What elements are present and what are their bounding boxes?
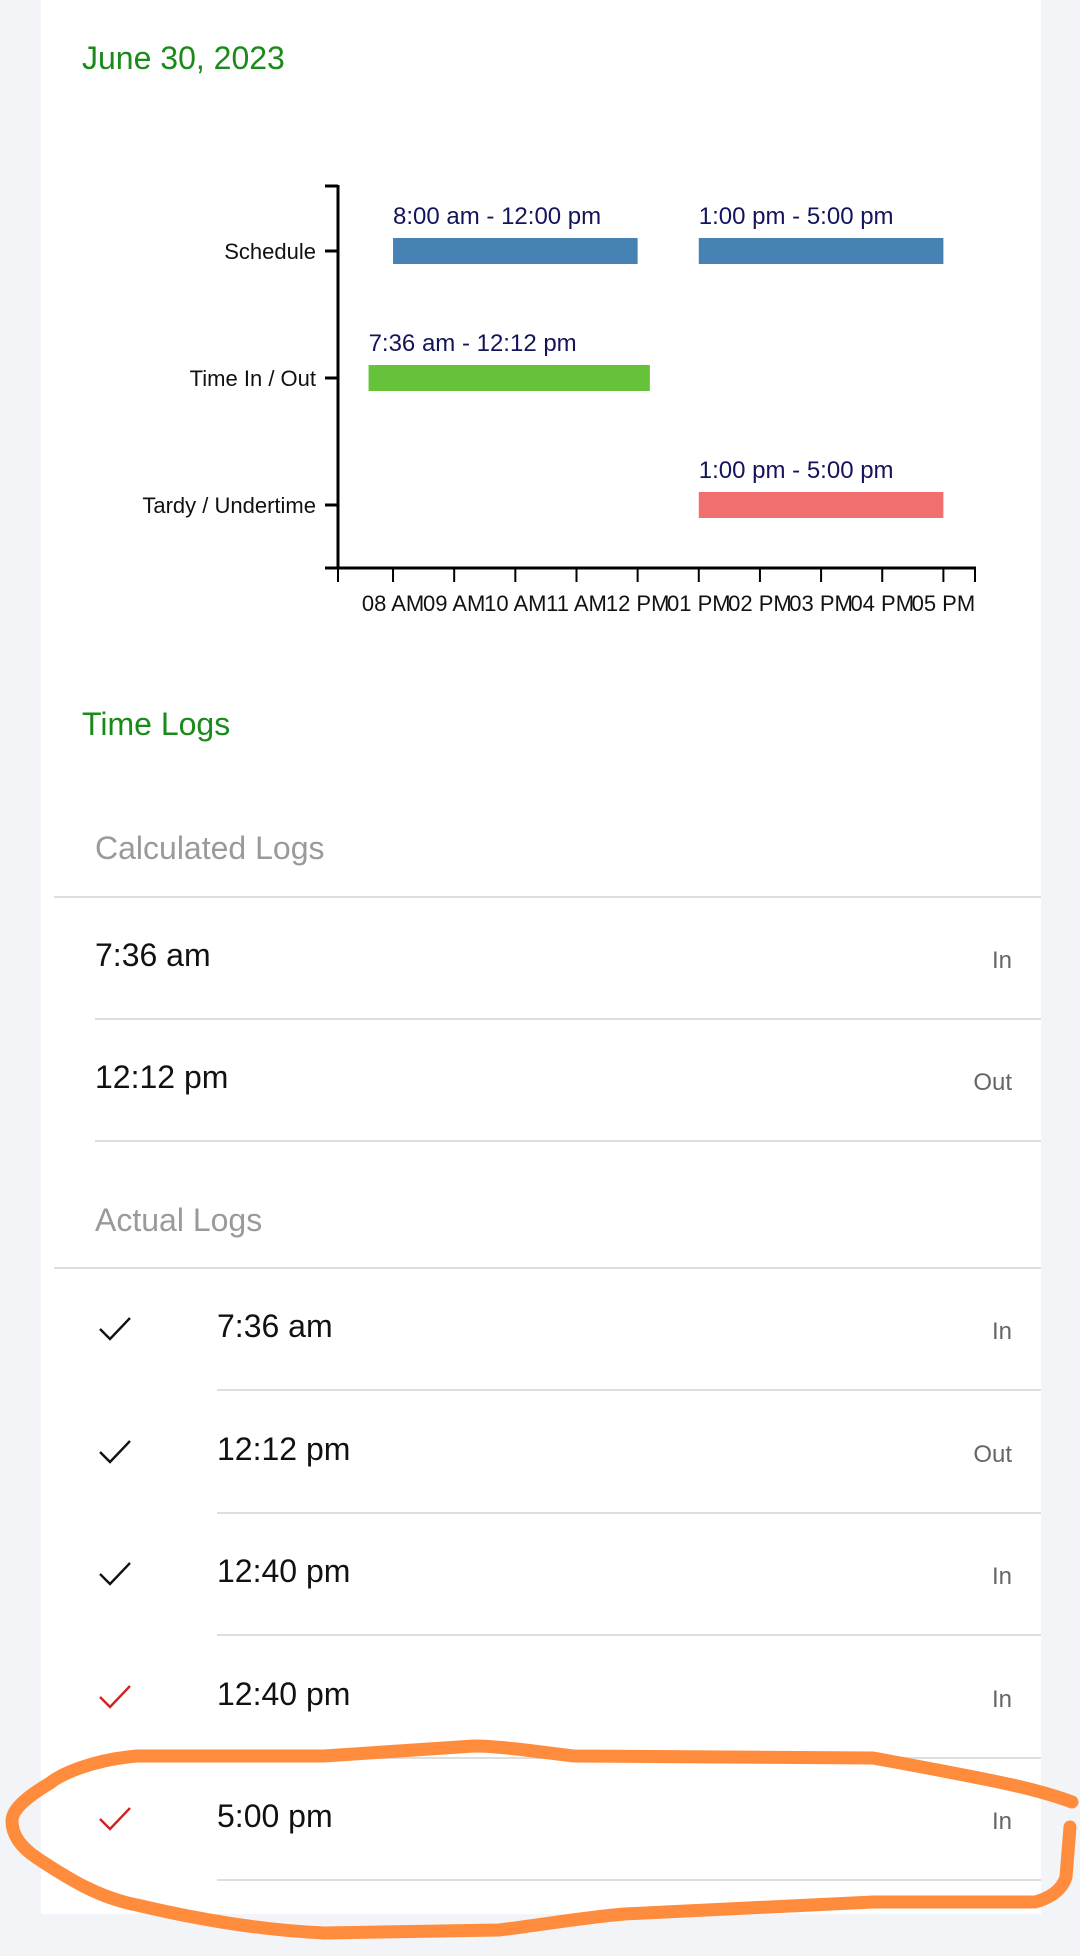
- x-tick-label: 11 AM: [546, 591, 607, 616]
- calculated-logs-header: Calculated Logs: [95, 830, 325, 866]
- x-tick-label: 12 PM: [606, 591, 670, 616]
- divider: [217, 1634, 1041, 1636]
- bar: [698, 492, 944, 518]
- log-time: 5:00 pm: [217, 1798, 333, 1834]
- bar: [698, 238, 944, 264]
- log-time: 12:12 pm: [217, 1430, 351, 1467]
- divider: [217, 1389, 1041, 1391]
- log-time: 12:40 pm: [217, 1675, 351, 1712]
- log-direction: In: [991, 1563, 1012, 1590]
- bar: [393, 238, 638, 264]
- divider: [95, 1018, 1041, 1020]
- y-tick-label: Time In / Out: [190, 366, 316, 391]
- time-logs-title: Time Logs: [82, 706, 231, 742]
- x-tick-label: 02 PM: [728, 591, 792, 616]
- log-direction: Out: [973, 1069, 1012, 1096]
- divider: [54, 896, 1041, 898]
- actual-logs-header: Actual Logs: [95, 1202, 263, 1238]
- date-title: June 30, 2023: [82, 40, 285, 76]
- x-tick-label: 08 AM: [362, 591, 424, 616]
- check-icon: [98, 1316, 132, 1347]
- x-tick-label: 09 AM: [423, 591, 485, 616]
- log-time: 7:36 am: [95, 937, 211, 973]
- divider: [217, 1756, 1041, 1759]
- divider: [217, 1511, 1041, 1514]
- x-tick-label: 05 PM: [912, 591, 976, 616]
- divider: [95, 1140, 1041, 1142]
- bar-label: 7:36 am - 12:12 pm: [369, 330, 577, 357]
- x-tick-label: 04 PM: [850, 591, 914, 616]
- y-tick-label: Schedule: [224, 239, 316, 264]
- x-tick-label: 03 PM: [789, 591, 853, 616]
- log-direction: In: [991, 1685, 1012, 1713]
- x-tick-label: 10 AM: [484, 591, 546, 616]
- bar-label: 8:00 am - 12:00 pm: [393, 203, 601, 230]
- log-direction: Out: [973, 1440, 1012, 1468]
- check-icon: [98, 1439, 132, 1470]
- log-time: 7:36 am: [217, 1308, 333, 1344]
- x-tick-label: 01 PM: [667, 591, 731, 616]
- bar: [368, 365, 650, 391]
- bar-label: 1:00 pm - 5:00 pm: [699, 203, 894, 230]
- log-direction: In: [991, 1808, 1012, 1835]
- y-tick-label: Tardy / Undertime: [142, 493, 316, 518]
- check-icon: [98, 1806, 132, 1837]
- divider: [217, 1879, 1041, 1881]
- log-time: 12:12 pm: [95, 1059, 229, 1095]
- divider: [54, 1267, 1041, 1269]
- attendance-card: [41, 0, 1041, 1914]
- log-direction: In: [991, 947, 1012, 974]
- check-icon: [98, 1684, 132, 1715]
- log-direction: In: [991, 1318, 1012, 1345]
- bar-label: 1:00 pm - 5:00 pm: [699, 457, 894, 484]
- check-icon: [98, 1561, 132, 1592]
- log-time: 12:40 pm: [217, 1553, 351, 1589]
- timeline-chart: Schedule Time In / Out Tardy / Undertime 08…: [142, 184, 976, 616]
